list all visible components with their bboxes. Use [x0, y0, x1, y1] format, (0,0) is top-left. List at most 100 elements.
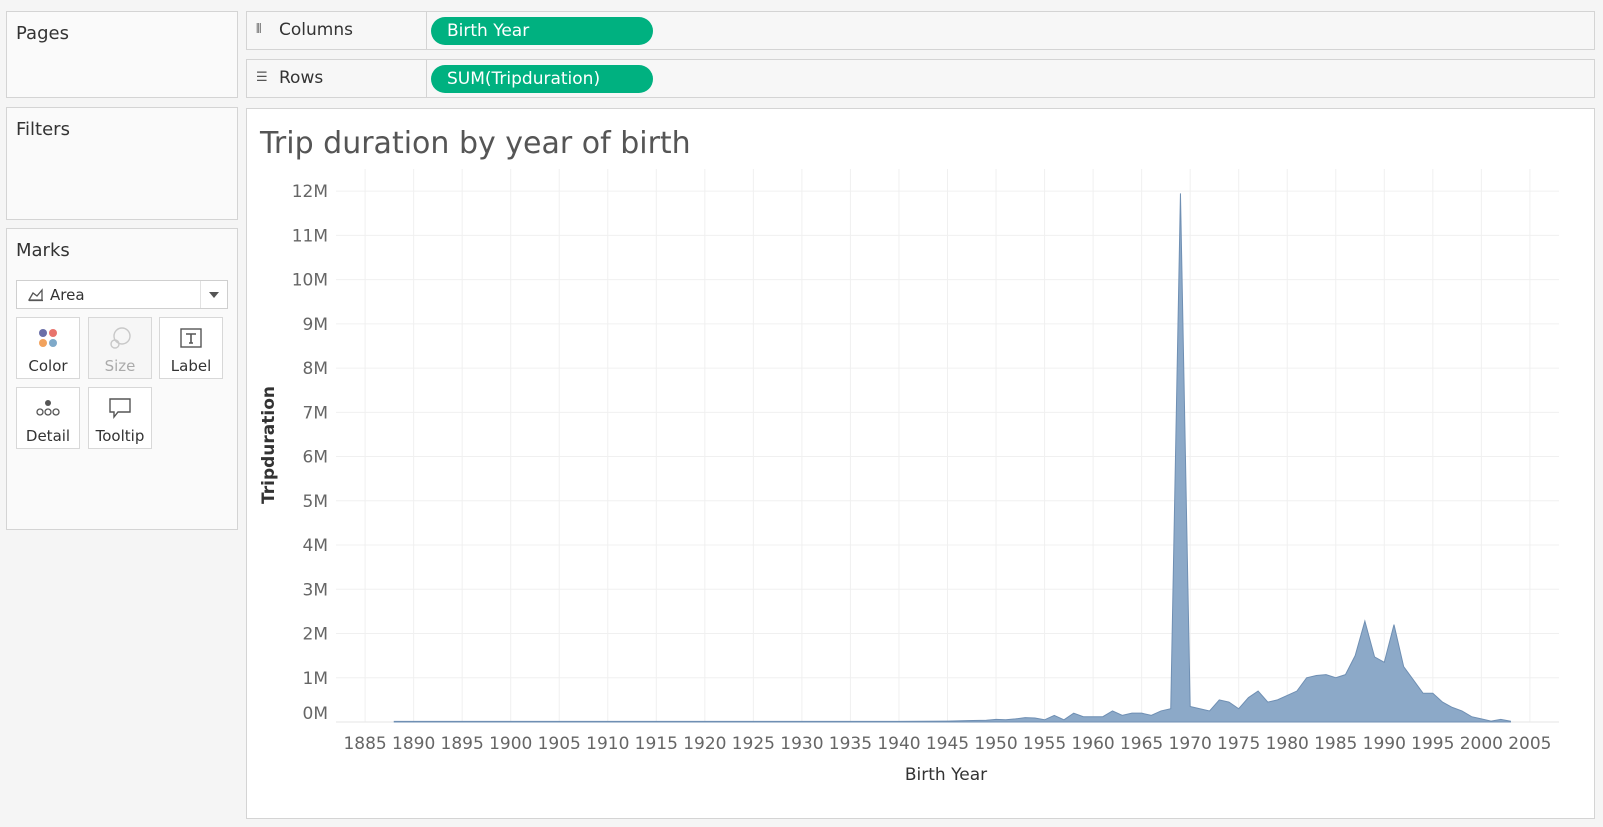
label-button[interactable]: Label [159, 317, 223, 379]
data-point[interactable] [1334, 676, 1338, 680]
data-point[interactable] [848, 719, 852, 723]
data-point[interactable] [1431, 691, 1435, 695]
chevron-down-icon[interactable] [200, 281, 227, 308]
worksheet-view: 0M 1M 2M 3M 4M 5M 6M 7M 8M 9M 10M 11M 12M 1885 1890 18… [246, 108, 1595, 819]
data-point[interactable] [1159, 709, 1163, 713]
data-point[interactable] [1508, 719, 1512, 723]
y-tick-label: 6M [303, 448, 328, 468]
data-point[interactable] [1013, 717, 1017, 721]
data-point[interactable] [1373, 655, 1377, 659]
data-point[interactable] [1285, 693, 1289, 697]
area-chart[interactable]: 0M 1M 2M 3M 4M 5M 6M 7M 8M 9M 10M 11M 12M 1885 1890 18… [247, 109, 1594, 818]
tripduration-pill[interactable]: SUM(Tripduration) [431, 65, 653, 93]
data-point[interactable] [1402, 665, 1406, 669]
data-point[interactable] [1421, 691, 1425, 695]
y-tick-label: 3M [303, 580, 328, 600]
data-point[interactable] [1276, 698, 1280, 702]
area-series[interactable] [392, 191, 1512, 723]
data-point[interactable] [703, 719, 707, 723]
data-point[interactable] [1295, 689, 1299, 693]
mark-type-dropdown[interactable]: Area [16, 280, 228, 309]
data-point[interactable] [1091, 715, 1095, 719]
data-point[interactable] [1169, 707, 1173, 711]
data-point[interactable] [1033, 716, 1037, 720]
data-point[interactable] [1266, 700, 1270, 704]
data-point[interactable] [654, 719, 658, 723]
data-point[interactable] [1043, 718, 1047, 722]
data-point[interactable] [460, 719, 464, 723]
y-tick-label: 11M [292, 226, 328, 246]
data-point[interactable] [1237, 707, 1241, 711]
data-point[interactable] [1479, 717, 1483, 721]
data-point[interactable] [1246, 696, 1250, 700]
x-tick-label: 1960 [1071, 734, 1114, 754]
label-button-label: Label [170, 357, 212, 375]
data-point[interactable] [800, 719, 804, 723]
data-point[interactable] [1101, 715, 1105, 719]
x-tick-label: 1940 [877, 734, 920, 754]
data-point[interactable] [1120, 713, 1124, 717]
data-point[interactable] [1460, 709, 1464, 713]
birth-year-pill[interactable]: Birth Year [431, 17, 653, 45]
data-point[interactable] [1411, 678, 1415, 682]
data-point[interactable] [1062, 718, 1066, 722]
area-mark[interactable] [393, 193, 1511, 723]
data-point[interactable] [1130, 711, 1134, 715]
data-point[interactable] [1208, 709, 1212, 713]
x-tick-label: 1900 [489, 734, 532, 754]
data-point[interactable] [1188, 705, 1192, 709]
pages-shelf[interactable]: Pages [6, 11, 238, 98]
data-point[interactable] [946, 719, 950, 723]
x-tick-label: 1970 [1169, 734, 1212, 754]
data-point[interactable] [1363, 619, 1367, 623]
data-point[interactable] [392, 719, 396, 723]
tooltip-button[interactable]: Tooltip [88, 387, 152, 449]
data-point[interactable] [1314, 674, 1318, 678]
data-point[interactable] [1382, 660, 1386, 664]
color-button[interactable]: Color [16, 317, 80, 379]
data-point[interactable] [1217, 698, 1221, 702]
data-point[interactable] [1441, 700, 1445, 704]
x-tick-label: 1955 [1023, 734, 1066, 754]
data-point[interactable] [1081, 715, 1085, 719]
data-point[interactable] [412, 719, 416, 723]
data-point[interactable] [1256, 689, 1260, 693]
data-point[interactable] [1004, 718, 1008, 722]
data-point[interactable] [606, 719, 610, 723]
detail-button[interactable]: Detail [16, 387, 80, 449]
size-button[interactable]: Size [88, 317, 152, 379]
data-point[interactable] [897, 719, 901, 723]
data-point[interactable] [1392, 623, 1396, 627]
data-point[interactable] [1343, 673, 1347, 677]
data-point[interactable] [509, 719, 513, 723]
data-point[interactable] [1450, 705, 1454, 709]
data-point[interactable] [1072, 711, 1076, 715]
data-point[interactable] [965, 719, 969, 723]
y-tick-label: 10M [292, 271, 328, 291]
data-point[interactable] [1227, 700, 1231, 704]
rows-shelf[interactable]: ☰ Rows SUM(Tripduration) [246, 59, 1595, 98]
columns-label: Columns [279, 20, 353, 40]
data-point[interactable] [994, 717, 998, 721]
filters-shelf[interactable]: Filters [6, 107, 238, 220]
columns-shelf[interactable]: ⫴ Columns Birth Year [246, 11, 1595, 50]
data-point[interactable] [1178, 191, 1182, 195]
data-point[interactable] [1140, 711, 1144, 715]
data-point[interactable] [1111, 709, 1115, 713]
y-tick-label: 9M [303, 315, 328, 335]
data-point[interactable] [984, 718, 988, 722]
data-point[interactable] [1489, 719, 1493, 723]
data-point[interactable] [1052, 713, 1056, 717]
data-point[interactable] [1023, 716, 1027, 720]
data-point[interactable] [557, 719, 561, 723]
data-point[interactable] [1149, 713, 1153, 717]
data-point[interactable] [1305, 676, 1309, 680]
detail-button-label: Detail [25, 427, 71, 445]
data-point[interactable] [1198, 707, 1202, 711]
rows-icon: ☰ [256, 70, 268, 85]
data-point[interactable] [751, 719, 755, 723]
data-point[interactable] [1499, 717, 1503, 721]
data-point[interactable] [1324, 673, 1328, 677]
data-point[interactable] [1470, 715, 1474, 719]
data-point[interactable] [1353, 654, 1357, 658]
